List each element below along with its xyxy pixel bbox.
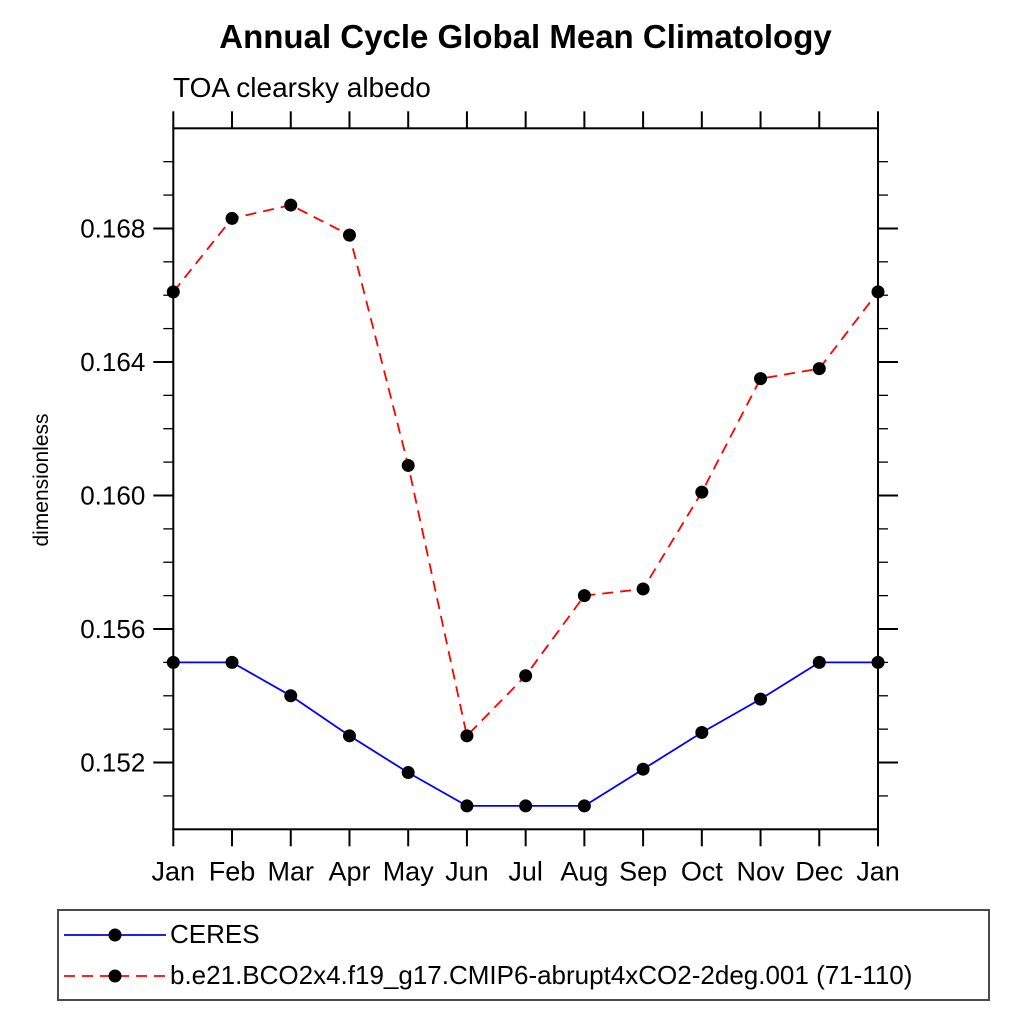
series-line-0: [173, 661, 878, 807]
x-tick-label: Nov: [737, 856, 786, 886]
legend-item-ceres: CERES: [59, 914, 988, 955]
series-line-1: [172, 204, 879, 738]
x-tick-label: Jan: [856, 856, 900, 886]
legend-line-sample-model: [64, 969, 166, 982]
x-tick-label: Apr: [328, 856, 370, 886]
x-tick-label: Feb: [209, 856, 256, 886]
x-tick-label: Aug: [560, 856, 608, 886]
x-tick-label: Dec: [795, 856, 843, 886]
x-tick-label: Mar: [268, 856, 315, 886]
x-tick-label: Sep: [619, 856, 667, 886]
y-tick-label: 0.164: [80, 347, 145, 377]
legend-label-model: b.e21.BCO2x4.f19_g17.CMIP6-abrupt4xCO2-2…: [170, 960, 913, 990]
y-tick-label: 0.156: [80, 614, 145, 644]
legend-label-ceres: CERES: [170, 919, 260, 949]
x-tick-label: Jun: [445, 856, 489, 886]
chart-title: Annual Cycle Global Mean Climatology: [219, 18, 832, 55]
chart-subtitle: TOA clearsky albedo: [173, 72, 431, 103]
series-markers-0: [166, 655, 885, 813]
x-tick-label: May: [383, 856, 435, 886]
legend-line-sample-ceres: [64, 928, 166, 941]
legend: CERES b.e21.BCO2x4.f19_g17.CMIP6-abrupt4…: [57, 909, 990, 1001]
series-markers-1: [166, 198, 885, 743]
legend-item-model: b.e21.BCO2x4.f19_g17.CMIP6-abrupt4xCO2-2…: [59, 955, 988, 996]
y-axis: 0.152 0.156 0.160 0.164 0.168: [80, 161, 898, 797]
x-tick-label: Oct: [681, 856, 724, 886]
y-tick-label: 0.168: [80, 213, 145, 243]
y-tick-label: 0.160: [80, 480, 145, 510]
y-tick-label: 0.152: [80, 748, 145, 778]
x-axis: Jan Feb Mar Apr May Jun Jul Aug Sep Oct Nov Dec Jan: [152, 111, 900, 886]
plot-border: [172, 127, 880, 831]
x-tick-label: Jul: [508, 856, 543, 886]
x-tick-label: Jan: [152, 856, 196, 886]
